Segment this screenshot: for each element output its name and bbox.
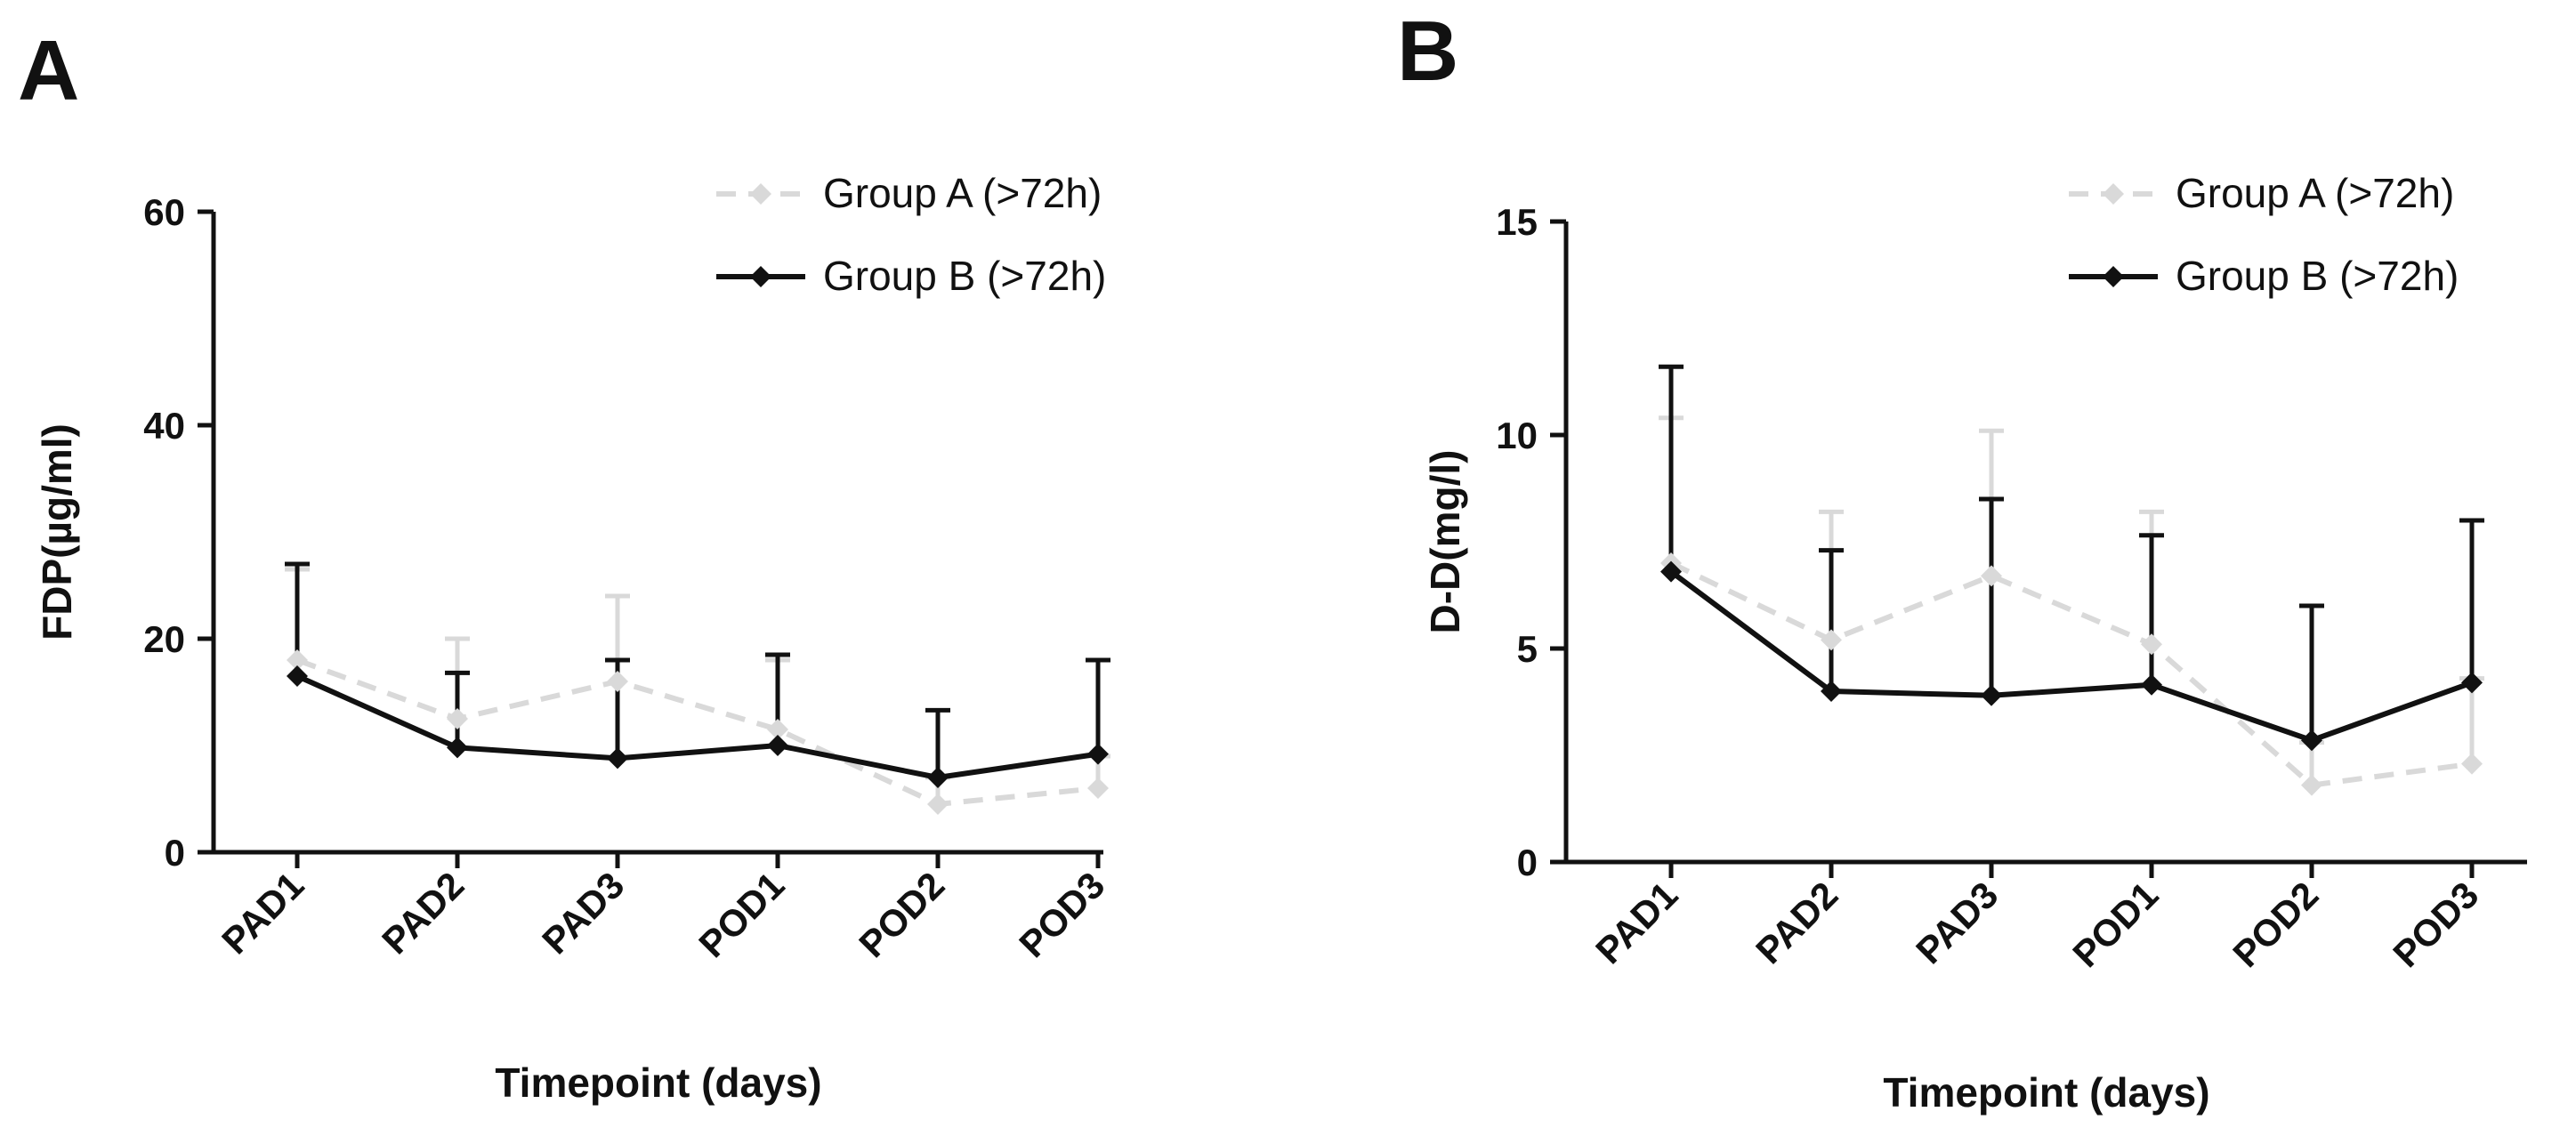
data-point-series-2 — [2141, 673, 2162, 696]
data-point-series-2 — [2301, 729, 2322, 752]
data-point-series-2 — [1660, 560, 1682, 583]
x-axis-title: Timepoint (days) — [1883, 1069, 2209, 1116]
data-point-series-2 — [1981, 684, 2002, 706]
data-point-series-1 — [767, 719, 788, 740]
chart-panel-a: A 0 20 40 60 PAD1 PAD2 PAD3 POD1 POD2 POD3 Timepoin… — [18, 23, 1112, 1106]
legend-marker-series-1 — [750, 183, 771, 205]
data-point-series-1 — [927, 794, 949, 815]
series-line-1 — [1669, 560, 2473, 788]
data-point-series-2 — [447, 737, 468, 759]
x-tick-label: PAD3 — [1908, 874, 2006, 971]
legend-marker-series-2 — [2103, 266, 2124, 287]
y-tick-label: 20 — [143, 618, 185, 660]
data-point-series-2 — [2461, 672, 2483, 694]
data-point-series-2 — [1821, 681, 1842, 702]
y-tick-label: 15 — [1496, 201, 1538, 243]
series-line-2 — [1669, 569, 2474, 744]
chart-panel-b: B 0 5 10 15 PAD1 PAD2 PAD3 POD1 POD2 POD3 Timepoint… — [1397, 4, 2527, 1116]
legend-label-series-1: Group A (>72h) — [2176, 170, 2454, 216]
data-point-series-1 — [287, 649, 308, 671]
y-tick-label: 60 — [143, 191, 185, 233]
data-point-series-1 — [1821, 629, 1842, 651]
y-tick-label: 5 — [1517, 628, 1538, 670]
data-point-series-2 — [927, 767, 949, 788]
series-line-1 — [295, 657, 1099, 807]
legend-marker-series-1 — [2103, 183, 2124, 205]
data-point-series-1 — [2141, 633, 2162, 656]
x-tick-label: POD3 — [2385, 874, 2486, 975]
y-axis-title: FDP(µg/ml) — [34, 423, 80, 641]
x-tick-label: PAD2 — [374, 864, 472, 962]
data-point-series-1 — [1981, 565, 2002, 587]
x-tick-label: POD2 — [2225, 874, 2326, 975]
legend-label-series-2: Group B (>72h) — [2176, 253, 2459, 299]
data-point-series-2 — [767, 735, 788, 756]
legend-label-series-2: Group B (>72h) — [823, 253, 1106, 299]
data-point-series-1 — [2301, 774, 2322, 796]
data-point-series-1 — [607, 671, 628, 692]
panel-label: A — [18, 23, 79, 118]
data-point-series-1 — [2461, 753, 2483, 775]
x-tick-label: PAD1 — [214, 864, 311, 962]
x-axis-title: Timepoint (days) — [495, 1059, 821, 1106]
x-tick-label: POD2 — [851, 864, 952, 965]
legend-label-series-1: Group A (>72h) — [823, 170, 1102, 216]
y-axis-title: D-D(mg/l) — [1422, 450, 1468, 634]
y-tick-label: 0 — [165, 832, 185, 874]
x-tick-label: PAD1 — [1587, 874, 1685, 971]
data-point-series-2 — [1087, 743, 1109, 765]
x-tick-label: PAD2 — [1748, 874, 1845, 971]
data-point-series-2 — [607, 747, 628, 769]
x-tick-label: POD1 — [690, 864, 792, 965]
y-tick-label: 10 — [1496, 415, 1538, 456]
data-point-series-1 — [447, 708, 468, 729]
panel-label: B — [1397, 4, 1458, 99]
series-line-2 — [295, 673, 1099, 780]
data-point-series-2 — [287, 665, 308, 687]
y-tick-label: 40 — [143, 405, 185, 447]
legend-marker-series-2 — [750, 266, 771, 287]
x-tick-label: POD3 — [1011, 864, 1112, 965]
x-tick-label: POD1 — [2064, 874, 2166, 975]
y-tick-label: 0 — [1517, 842, 1538, 883]
x-tick-label: PAD3 — [534, 864, 632, 962]
data-point-series-1 — [1087, 777, 1109, 799]
